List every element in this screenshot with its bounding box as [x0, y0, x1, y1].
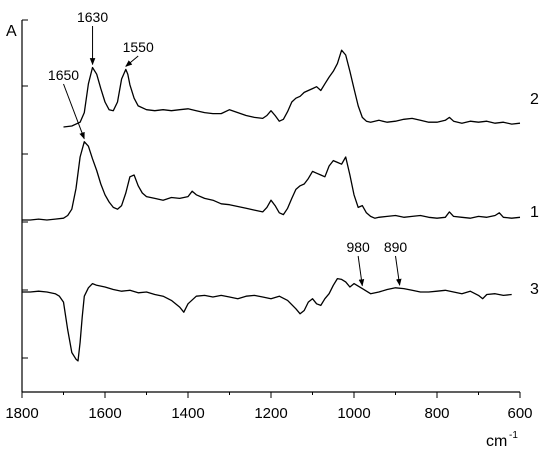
series-1-line [22, 141, 521, 221]
x-axis-ticks: 1800 1600 1400 1200 1000 800 600 [5, 392, 533, 422]
x-axis-label: cm -1 [486, 430, 518, 450]
series-label-3: 3 [530, 281, 539, 298]
peak-label-1650: 1650 [48, 67, 79, 83]
x-axis-label-superscript: -1 [509, 430, 518, 441]
x-axis-label-unit: cm [486, 433, 507, 450]
x-tick-label: 1000 [337, 405, 370, 422]
x-tick-label: 1600 [88, 405, 121, 422]
y-axis-label: A [6, 23, 17, 40]
peak-label-890: 890 [384, 239, 408, 255]
x-tick-label: 1400 [171, 405, 204, 422]
series-label-2: 2 [530, 91, 539, 108]
peak-label-980: 980 [346, 239, 370, 255]
series-2-line [63, 49, 521, 128]
peak-arrow-980 [357, 255, 365, 287]
series-labels: 2 1 3 [530, 91, 539, 298]
x-tick-label: 600 [507, 405, 532, 422]
peak-label-1550: 1550 [123, 39, 154, 55]
y-axis-ticks [22, 19, 28, 359]
spectrum-traces [22, 49, 521, 362]
x-tick-label: 1800 [5, 405, 38, 422]
peak-arrow-1650 [63, 83, 85, 140]
x-tick-label: 1200 [254, 405, 287, 422]
peak-label-1630: 1630 [77, 9, 108, 25]
series-label-1: 1 [530, 204, 539, 221]
peak-arrow-890 [395, 255, 402, 286]
x-tick-label: 800 [424, 405, 449, 422]
series-3-line [22, 277, 512, 362]
peak-annotations: 1630 1550 1650 980 890 [48, 9, 408, 287]
peak-arrow-1550 [125, 55, 139, 67]
